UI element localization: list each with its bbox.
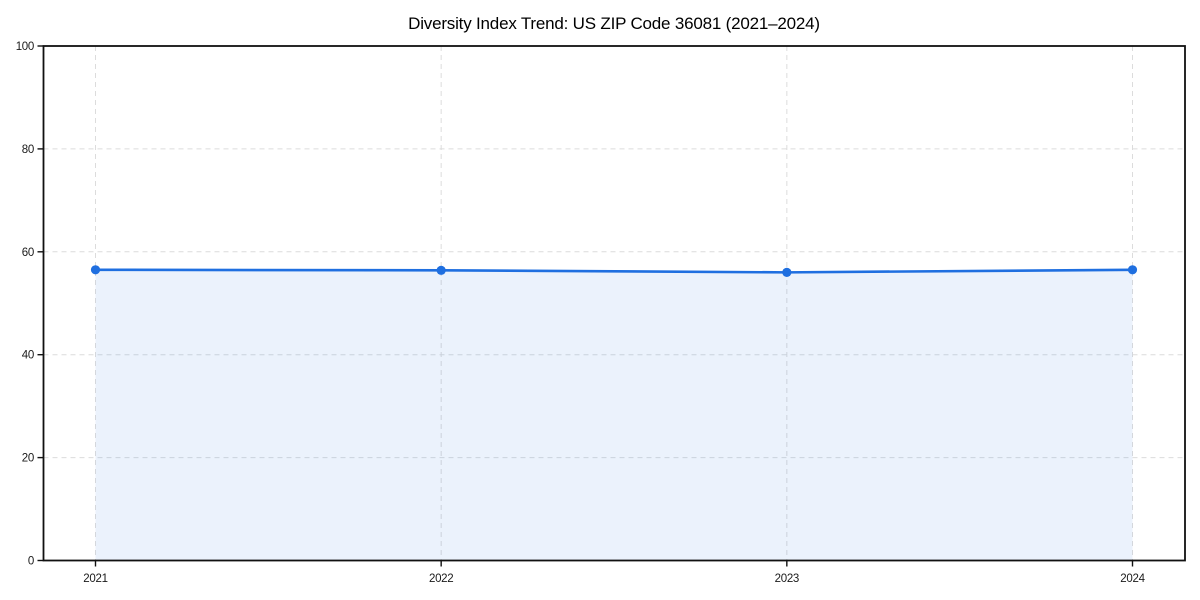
data-point-2024 — [1127, 265, 1138, 275]
trend-line — [94, 268, 1134, 274]
y-tick-label: 20 — [22, 453, 34, 465]
area-fill — [95, 269, 1133, 561]
x-tick-label: 2021 — [83, 573, 107, 585]
x-tick-label: 2022 — [429, 573, 453, 585]
y-tick-label: 80 — [22, 144, 34, 156]
data-point-2021 — [90, 265, 101, 275]
x-tick-label: 2024 — [1120, 573, 1145, 585]
chart-title: Diversity Index Trend: US ZIP Code 36081… — [408, 14, 820, 33]
plot-border — [42, 45, 1186, 562]
y-tick-label: 0 — [28, 556, 34, 568]
x-tick-label: 2023 — [775, 573, 799, 585]
y-tick-label: 100 — [16, 41, 34, 53]
data-point-2023 — [782, 267, 792, 277]
y-tick-label: 60 — [22, 247, 34, 259]
data-point-2022 — [436, 265, 446, 275]
y-tick-label: 40 — [22, 350, 34, 362]
